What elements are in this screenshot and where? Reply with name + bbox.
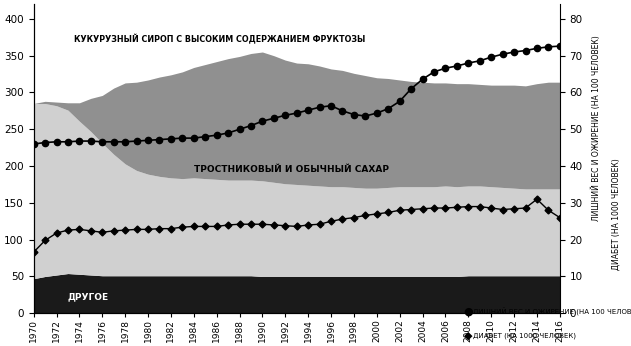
Text: ◆: ◆ — [464, 331, 472, 340]
Text: ДРУГОЕ: ДРУГОЕ — [68, 293, 109, 302]
Text: ТРОСТНИКОВЫЙ И ОБЫЧНЫЙ САХАР: ТРОСТНИКОВЫЙ И ОБЫЧНЫЙ САХАР — [194, 165, 389, 174]
Text: ДИАБЕТ (НА 1000 ЧЕЛОВЕК): ДИАБЕТ (НА 1000 ЧЕЛОВЕК) — [473, 333, 576, 339]
Text: ДИАБЕТ (НА 1000 ЧЕЛОВЕК): ДИАБЕТ (НА 1000 ЧЕЛОВЕК) — [612, 159, 621, 270]
Text: ●: ● — [464, 307, 473, 316]
Text: ЛИШНИЙ ВЕС И ОЖИРЕНИЕ (НА 100 ЧЕЛОВЕК): ЛИШНИЙ ВЕС И ОЖИРЕНИЕ (НА 100 ЧЕЛОВЕК) — [591, 35, 601, 221]
Text: ЛИШНИЙ ВЕС И ОЖИРЕНИЕ (НА 100 ЧЕЛОВЕК): ЛИШНИЙ ВЕС И ОЖИРЕНИЕ (НА 100 ЧЕЛОВЕК) — [473, 307, 631, 316]
Text: КУКУРУЗНЫЙ СИРОП С ВЫСОКИМ СОДЕРЖАНИЕМ ФРУКТОЗЫ: КУКУРУЗНЫЙ СИРОП С ВЫСОКИМ СОДЕРЖАНИЕМ Ф… — [74, 34, 365, 44]
